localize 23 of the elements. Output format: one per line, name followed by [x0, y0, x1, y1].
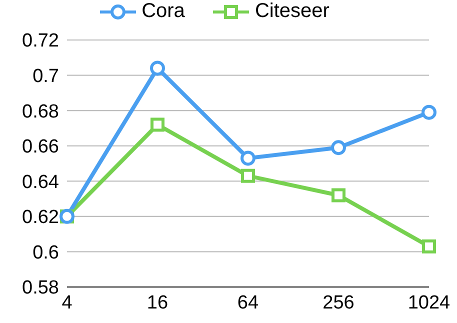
y-tick-label: 0.6: [32, 242, 59, 264]
x-tick-label: 64: [237, 292, 259, 314]
legend-label: Cora: [142, 0, 185, 23]
point: [332, 188, 346, 202]
legend-label: Citeseer: [254, 0, 330, 23]
point: [422, 104, 436, 120]
point: [422, 239, 436, 254]
y-tick-label: 0.7: [32, 66, 59, 88]
y-tick-label: 0.72: [22, 30, 59, 52]
x-tick-label: 256: [322, 292, 354, 314]
point: [240, 150, 256, 166]
y-tick-label: 0.66: [22, 136, 59, 158]
point: [331, 140, 346, 156]
x-tick-label: 4: [62, 292, 73, 314]
point: [241, 168, 255, 183]
point: [150, 118, 164, 132]
y-tick-label: 0.62: [22, 207, 59, 228]
y-tick-label: 0.68: [22, 101, 59, 122]
x-tick-label: 1024: [408, 292, 451, 314]
x-tick-label: 16: [146, 292, 168, 314]
point: [150, 60, 165, 76]
y-tick-label: 0.58: [22, 278, 59, 299]
y-tick-label: 0.64: [22, 172, 60, 193]
